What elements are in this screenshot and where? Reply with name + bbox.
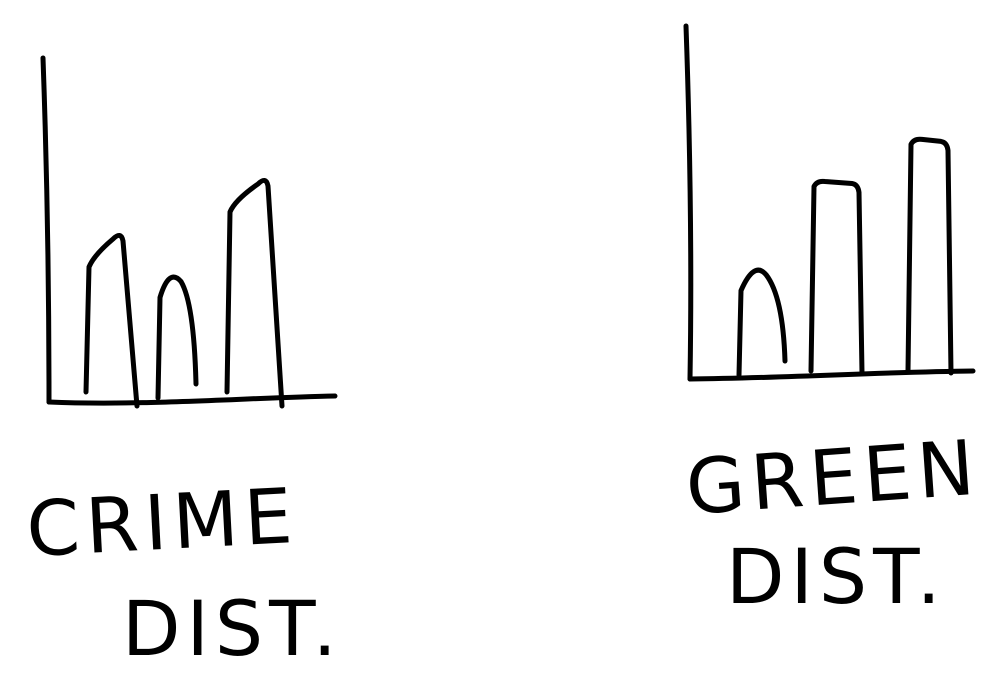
crime-label-line-1: CRIME [24,471,300,574]
crime-bar-2 [155,274,199,401]
green-label-line-1: GREEN [683,423,983,532]
crime-bar-1 [83,233,140,409]
green-bar-1 [736,267,788,378]
green-label-line-2: DIST. [726,532,947,621]
crime-distribution-chart: CRIME DIST. [24,55,343,673]
crime-x-axis [46,393,338,406]
green-distribution-chart: GREEN DIST. [683,23,983,621]
green-bar-3 [905,136,954,376]
crime-label-line-2: DIST. [122,584,343,673]
green-bar-2 [808,178,865,376]
green-x-axis [687,368,976,382]
green-y-axis [683,23,694,382]
crime-y-axis [40,55,52,405]
crime-bar-3 [224,178,285,409]
